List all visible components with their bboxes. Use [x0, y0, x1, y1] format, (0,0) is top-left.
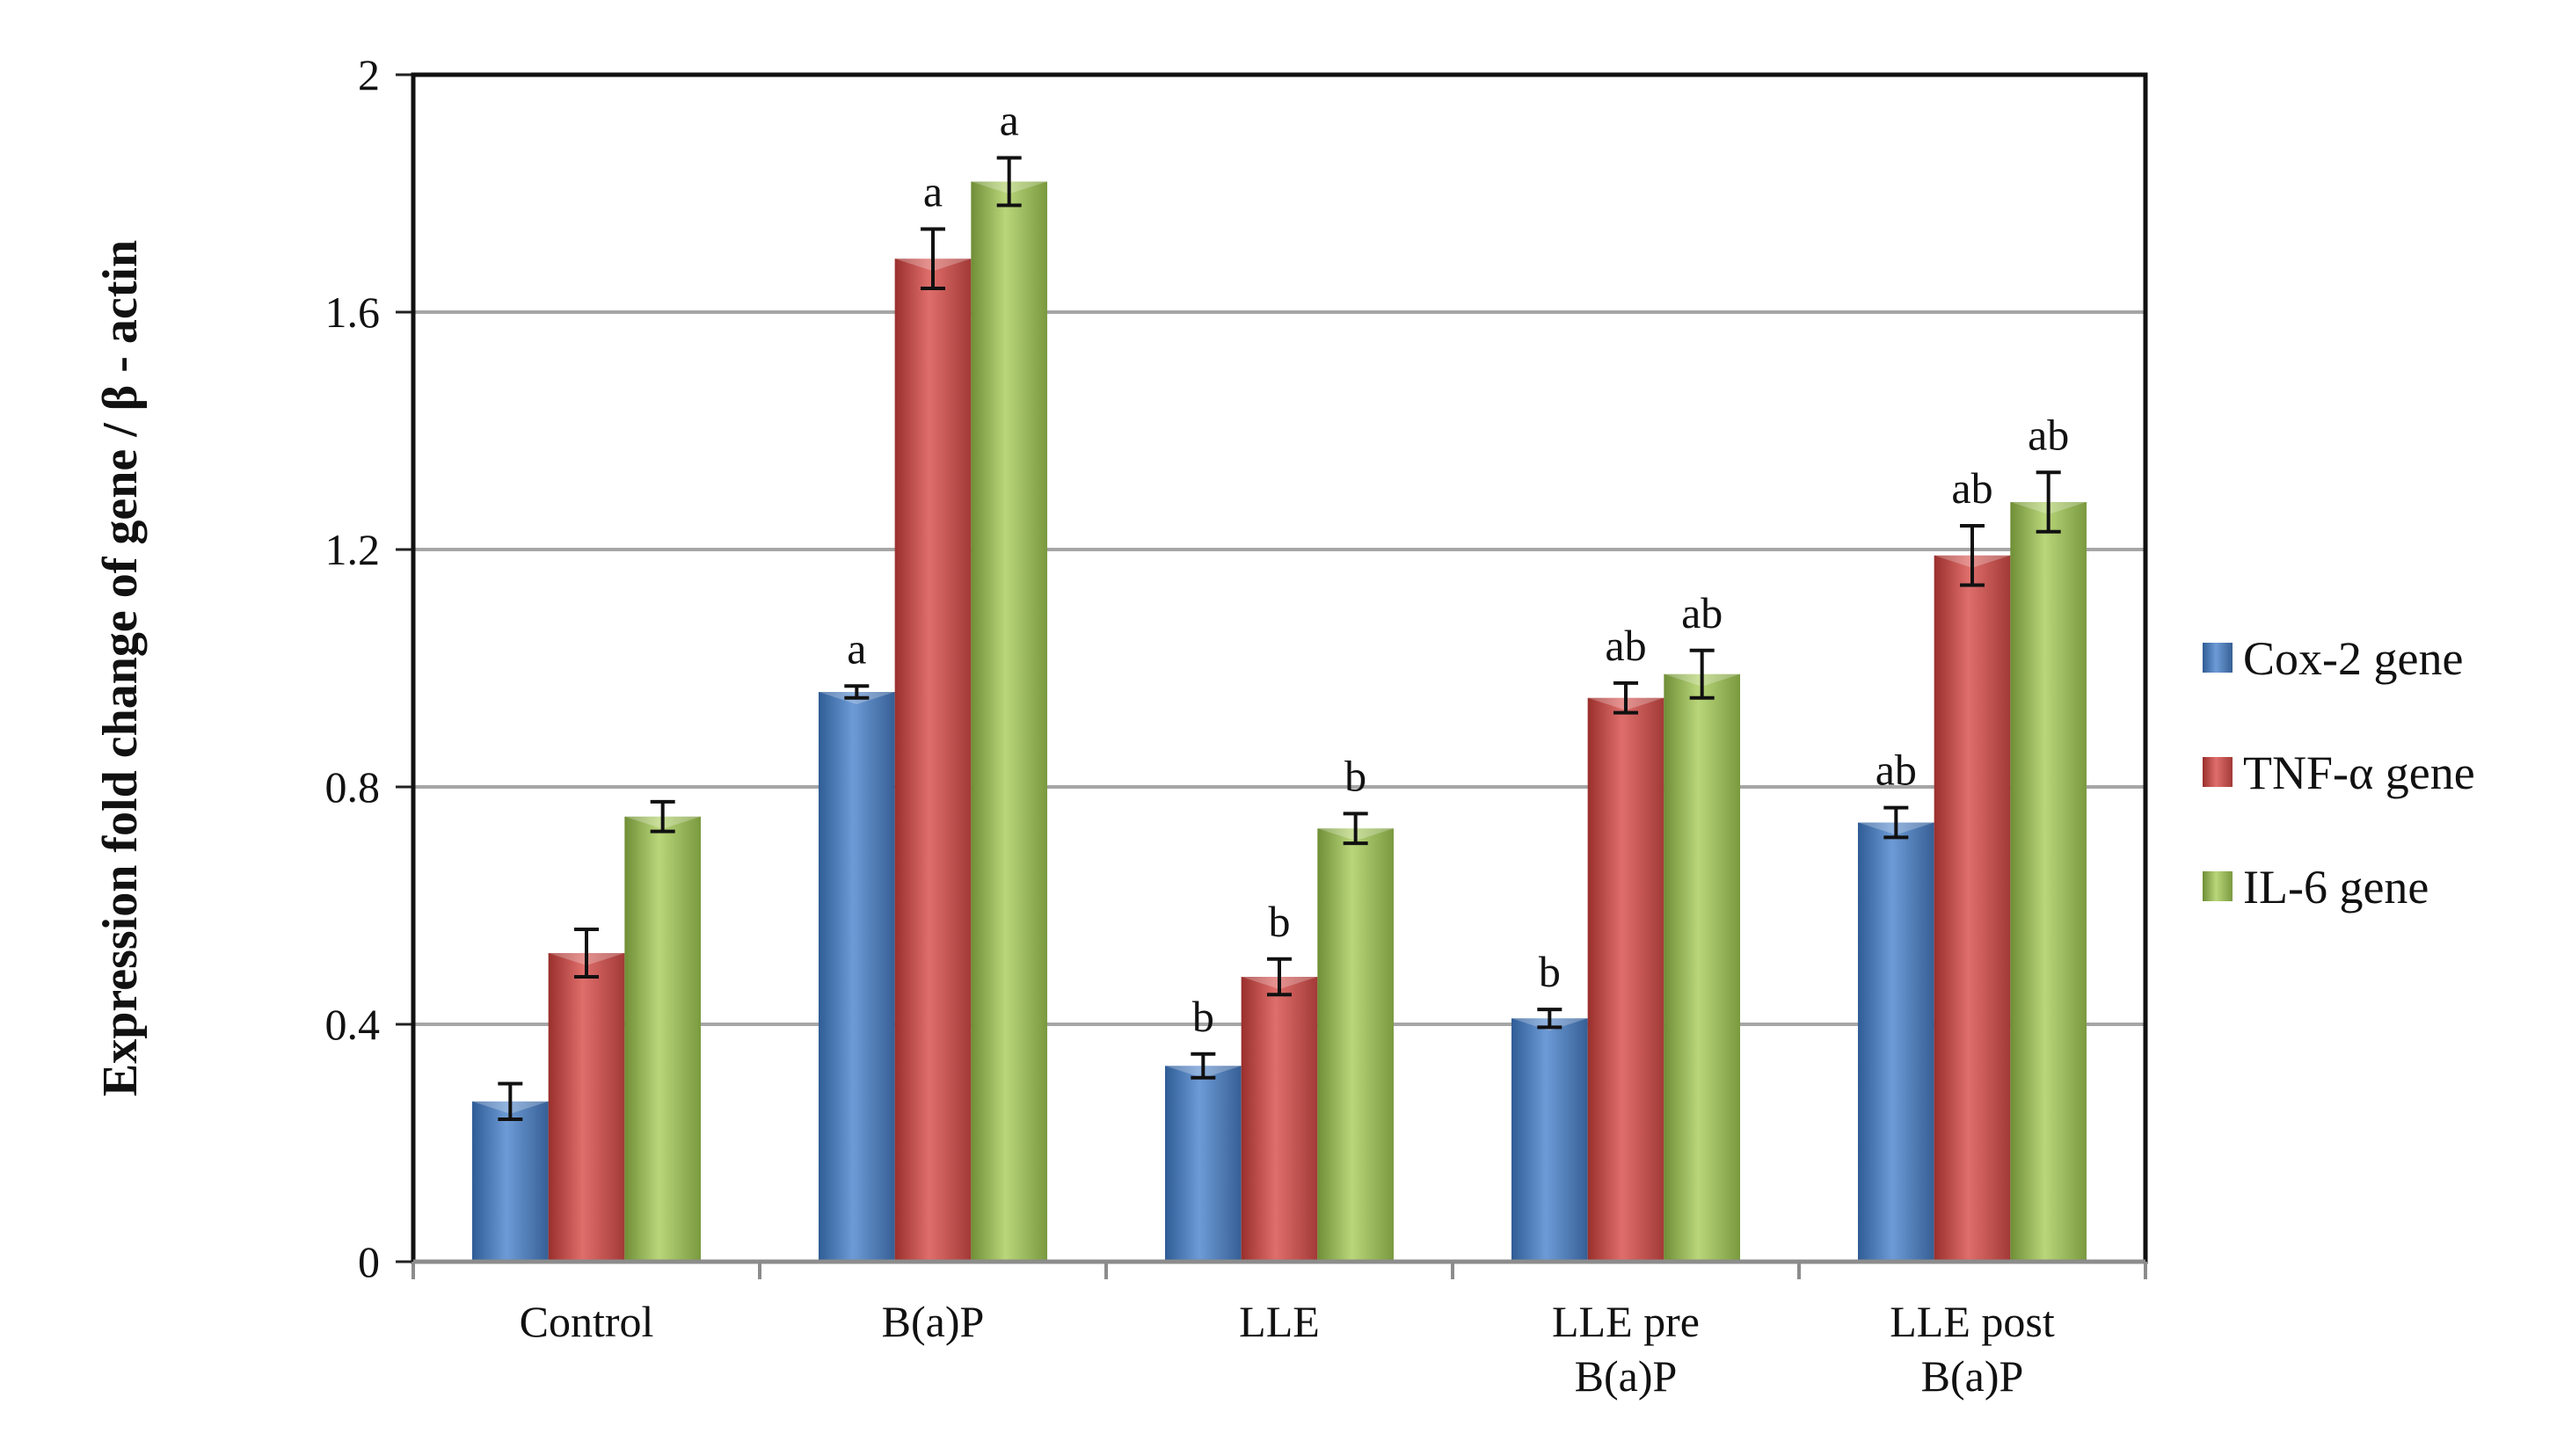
- bar: [1511, 1018, 1588, 1262]
- significance-label: ab: [1951, 463, 1992, 513]
- bar: [548, 953, 625, 1262]
- bar: [1934, 555, 2011, 1262]
- bar: [1164, 1066, 1242, 1262]
- y-tick-label: 0: [358, 1237, 380, 1286]
- axes: [396, 72, 2148, 1279]
- bar: [1857, 822, 1934, 1262]
- legend-label: IL-6 gene: [2243, 861, 2429, 914]
- x-tick-label: B(a)P: [882, 1297, 985, 1346]
- labels: 0 0.4 0.8 1.2 1.6 2 Control B(a)P a a a LLE b b b LLE p…: [93, 50, 2069, 1401]
- bar: [1241, 977, 1318, 1262]
- significance-label: b: [1192, 992, 1214, 1041]
- y-tick-label: 2: [358, 50, 380, 99]
- legend-swatch: [2203, 871, 2233, 901]
- bar: [971, 181, 1048, 1262]
- significance-label: ab: [1681, 588, 1723, 637]
- significance-label: ab: [2028, 410, 2069, 459]
- x-tick-label: B(a)P: [1575, 1351, 1678, 1401]
- bar: [1317, 828, 1395, 1262]
- x-tick-label: LLE post: [1890, 1297, 2055, 1346]
- bar: [2010, 502, 2087, 1262]
- x-tick-label: B(a)P: [1921, 1351, 2024, 1401]
- x-tick-label: LLE: [1239, 1297, 1320, 1346]
- legend-swatch: [2203, 643, 2233, 673]
- significance-label: a: [847, 623, 866, 673]
- bar: [624, 816, 702, 1262]
- significance-label: ab: [1605, 621, 1646, 670]
- y-tick-label: 0.4: [325, 1000, 381, 1049]
- significance-label: b: [1539, 947, 1561, 996]
- significance-label: b: [1269, 897, 1291, 946]
- bar: [818, 692, 895, 1262]
- significance-label: ab: [1876, 746, 1917, 795]
- x-tick-label: Control: [520, 1297, 654, 1346]
- x-tick-label: LLE pre: [1552, 1297, 1700, 1346]
- bars: [471, 156, 2087, 1262]
- bar: [471, 1101, 549, 1262]
- legend-swatch: [2203, 757, 2233, 787]
- significance-label: b: [1344, 751, 1366, 800]
- legend-label: TNF-α gene: [2243, 746, 2475, 799]
- y-tick-label: 1.6: [325, 288, 381, 337]
- significance-label: a: [1000, 96, 1019, 145]
- significance-label: a: [923, 167, 943, 216]
- legend: Cox-2 gene TNF-α gene IL-6 gene: [2203, 632, 2475, 914]
- bar: [894, 258, 972, 1262]
- y-axis-title: Expression fold change of gene / β - act…: [93, 240, 148, 1096]
- y-tick-label: 0.8: [325, 762, 381, 812]
- legend-label: Cox-2 gene: [2243, 632, 2463, 685]
- bar: [1587, 697, 1664, 1262]
- y-tick-label: 1.2: [325, 525, 381, 574]
- bar: [1664, 673, 1741, 1262]
